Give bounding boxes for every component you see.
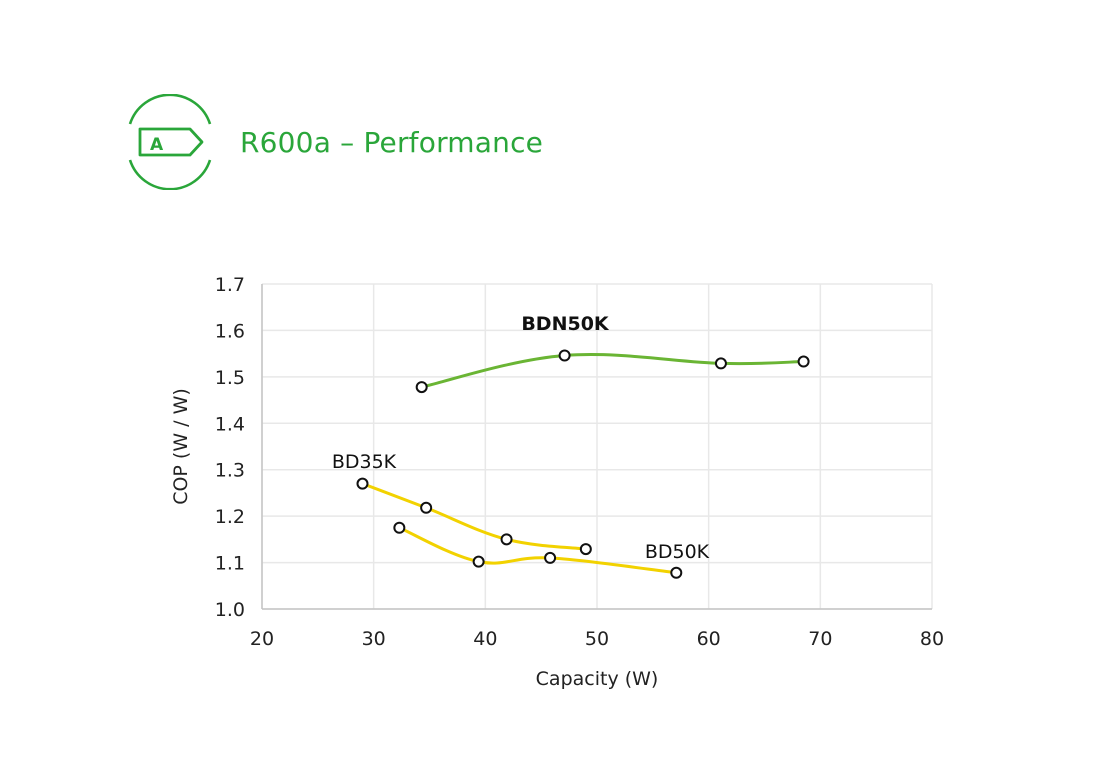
data-point-bdn50k xyxy=(797,355,810,368)
series-label-bd50k: BD50K xyxy=(645,541,710,563)
series-label-bdn50k: BDN50K xyxy=(521,313,610,335)
x-tick-label: 50 xyxy=(585,628,609,650)
x-tick-label: 60 xyxy=(697,628,721,650)
data-point-bd35k xyxy=(356,477,369,490)
page-title: R600a – Performance xyxy=(240,125,544,159)
y-tick-label: 1.7 xyxy=(215,274,245,296)
data-point-bd50k xyxy=(472,555,485,568)
tick-labels: 20 30 40 50 60 70 80 1.0 1.1 1.2 1.3 1.4 1.5 1.6 1.7 xyxy=(215,274,944,650)
data-point-bd35k xyxy=(500,533,513,546)
y-tick-label: 1.4 xyxy=(215,413,245,435)
data-point-bd50k xyxy=(544,551,557,564)
data-point-bd50k xyxy=(393,521,406,534)
x-tick-label: 30 xyxy=(362,628,386,650)
data-point-bd50k xyxy=(670,566,683,579)
series-labels: BDN50K BD35K BD50K xyxy=(332,313,710,563)
y-tick-label: 1.6 xyxy=(215,320,245,342)
x-tick-label: 70 xyxy=(808,628,832,650)
badge-letter: A xyxy=(150,135,164,155)
x-tick-label: 20 xyxy=(250,628,274,650)
grid xyxy=(261,283,933,610)
series-line-bd50k xyxy=(397,526,678,575)
x-tick-label: 80 xyxy=(920,628,944,650)
energy-label-a-icon: A xyxy=(128,94,212,190)
series-line-bd35k xyxy=(361,482,588,551)
data-point-bd35k xyxy=(420,501,433,514)
series-label-bd35k: BD35K xyxy=(332,451,397,473)
x-tick-label: 40 xyxy=(473,628,497,650)
series-line-bdn50k xyxy=(420,353,806,389)
x-axis-label: Capacity (W) xyxy=(536,668,659,690)
axes xyxy=(261,284,932,610)
header: A R600a – Performance xyxy=(122,94,543,190)
y-tick-label: 1.1 xyxy=(215,553,245,575)
data-point-bdn50k xyxy=(415,381,428,394)
y-tick-label: 1.0 xyxy=(215,599,245,621)
y-tick-label: 1.2 xyxy=(215,506,245,528)
y-tick-label: 1.3 xyxy=(215,460,245,482)
data-point-bd35k xyxy=(579,543,592,556)
y-tick-label: 1.5 xyxy=(215,367,245,389)
data-point-bdn50k xyxy=(714,357,727,370)
y-axis-label: COP (W / W) xyxy=(170,388,192,505)
data-point-bdn50k xyxy=(558,349,571,362)
series-group xyxy=(356,349,810,579)
